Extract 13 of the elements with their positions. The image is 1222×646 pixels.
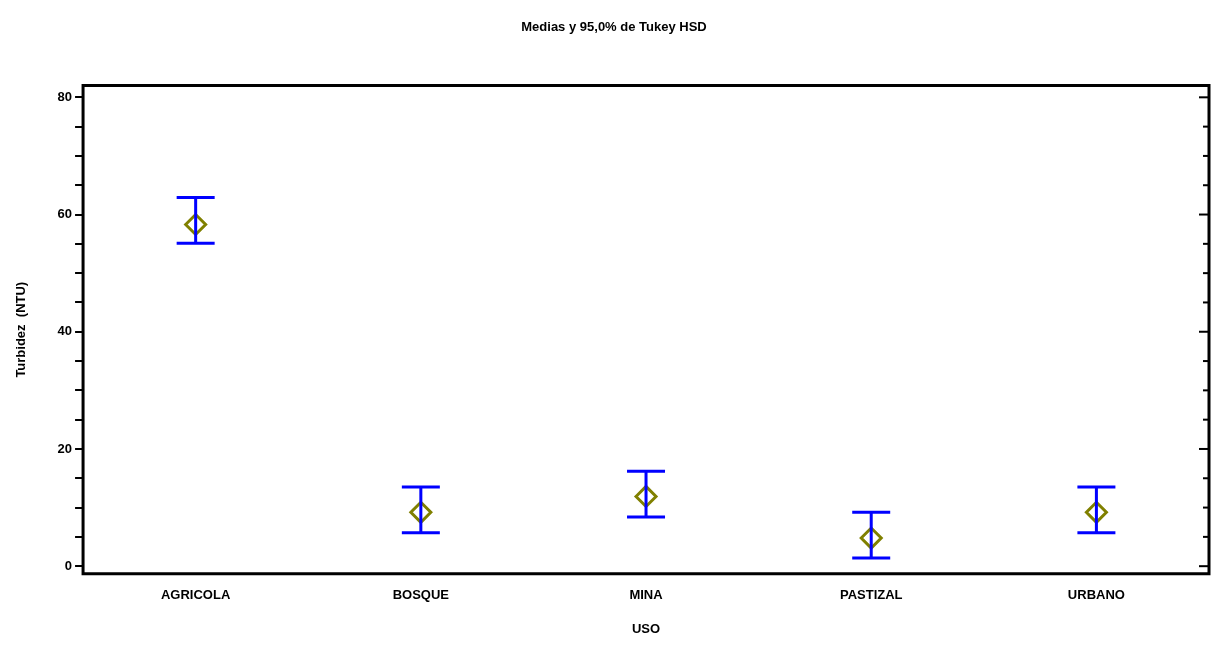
x-tick-label: BOSQUE — [392, 587, 450, 603]
y-tick-label: 20 — [57, 440, 73, 456]
y-axis-title: Turbidez (NTU) — [13, 281, 29, 378]
x-axis-title: USO — [631, 620, 661, 636]
x-tick-label: URBANO — [1067, 587, 1125, 603]
x-tick-label: AGRICOLA — [160, 587, 231, 603]
chart-title: Medias y 95,0% de Tukey HSD — [521, 19, 707, 35]
y-tick-label: 0 — [64, 557, 73, 573]
y-tick-label: 40 — [57, 323, 73, 339]
x-tick-label: PASTIZAL — [839, 587, 903, 603]
y-tick-label: 80 — [57, 88, 73, 104]
x-tick-label: MINA — [629, 587, 664, 603]
y-tick-label: 60 — [57, 206, 73, 222]
